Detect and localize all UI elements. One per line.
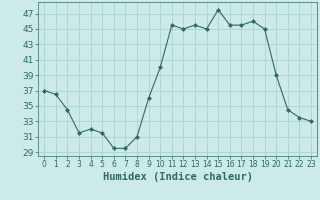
X-axis label: Humidex (Indice chaleur): Humidex (Indice chaleur) <box>103 172 252 182</box>
